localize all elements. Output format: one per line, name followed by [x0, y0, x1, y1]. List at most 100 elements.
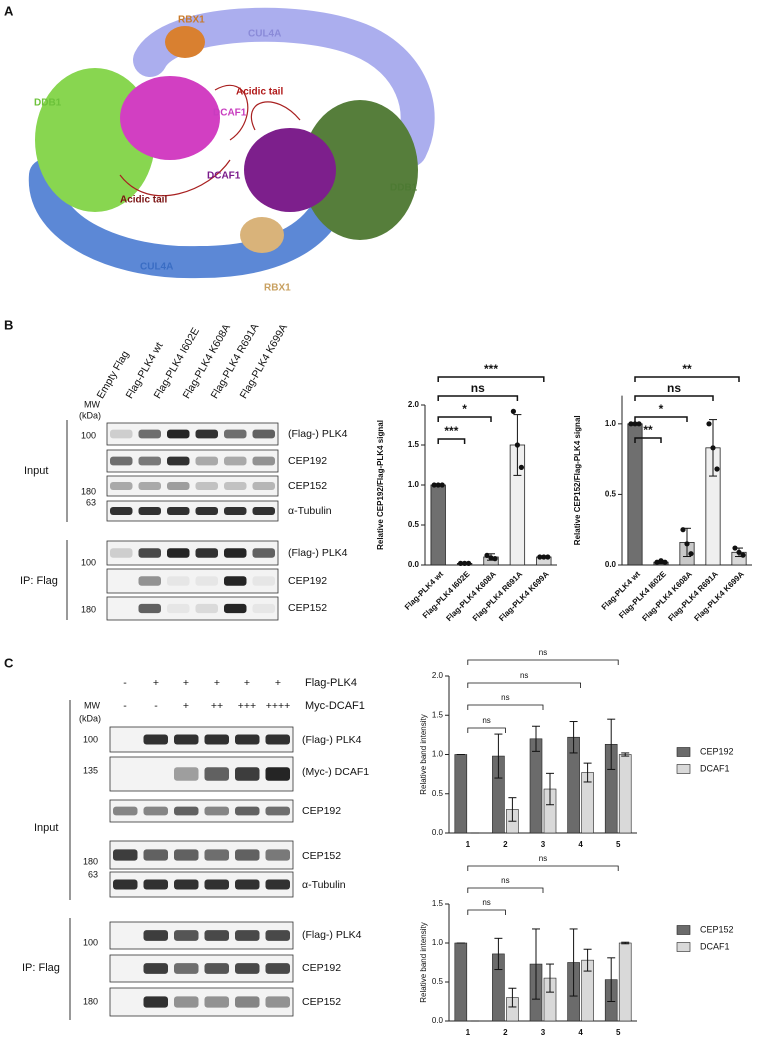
x-tick-label: Flag-PLK4 K699A: [497, 569, 551, 623]
blot-frame: [106, 596, 279, 621]
blot-band: [143, 963, 168, 974]
blot-band: [195, 507, 218, 515]
structure-label: CUL4A: [140, 262, 173, 273]
blot-band: [143, 930, 168, 941]
blot-frame: [109, 921, 294, 950]
significance-label: **: [643, 423, 653, 437]
blot-frame: [109, 840, 294, 870]
x-tick-label: Flag-PLK4 I602E: [421, 569, 472, 620]
data-point: [688, 551, 694, 557]
y-tick-label: 0.5: [605, 490, 617, 499]
legend-swatch: [676, 942, 691, 952]
blot-band: [195, 429, 218, 439]
data-point: [492, 556, 498, 562]
blot-row-label: CEP192: [302, 962, 341, 974]
x-tick-label: 2: [503, 840, 508, 849]
data-point: [466, 560, 472, 567]
blot-band: [138, 429, 161, 439]
blot-band: [235, 930, 260, 941]
mw-marker: 180: [81, 486, 96, 496]
legend-swatch: [676, 747, 691, 757]
data-point: [488, 555, 494, 561]
blot-band: [235, 806, 260, 816]
significance-bracket: [467, 704, 544, 710]
significance-bracket: [634, 416, 688, 422]
structure-label: RBX1: [264, 283, 291, 294]
significance-label: ns: [667, 381, 681, 395]
data-point: [628, 421, 634, 427]
blot-band: [143, 996, 168, 1008]
condition-level: -: [154, 700, 158, 712]
y-tick-label: 1.5: [432, 899, 444, 908]
structure-label: DDB1: [390, 183, 418, 194]
data-point: [732, 545, 738, 551]
structure: [28, 7, 435, 279]
blot-row-label: (Flag-) PLK4: [302, 929, 362, 941]
blot-band: [174, 806, 199, 816]
data-point: [636, 421, 642, 427]
lane-headers: Empty Flag Flag-PLK4 wt Flag-PLK4 I602E …: [95, 322, 290, 401]
blot-band: [204, 963, 229, 974]
blot-band: [143, 806, 168, 816]
significance-label: ns: [482, 716, 490, 725]
x-tick-label: Flag-PLK4 I602E: [617, 569, 668, 620]
y-axis-label: Relative band intensity: [419, 922, 428, 1003]
data-point: [458, 560, 464, 567]
blot-band: [204, 930, 229, 941]
data-point: [510, 408, 516, 414]
panel-label: C: [4, 655, 14, 670]
blot-band: [204, 996, 229, 1008]
blot-band: [265, 767, 290, 781]
blot-band: [167, 548, 190, 558]
blot-frame: [106, 475, 279, 497]
condition-level: +: [153, 677, 159, 689]
data-point: [658, 558, 664, 564]
mw-marker: 180: [83, 996, 98, 1006]
blot-frame: [106, 449, 279, 473]
bar: [430, 484, 446, 566]
data-point: [537, 554, 543, 560]
data-point: [514, 442, 521, 448]
group-label: IP: Flag: [22, 962, 60, 974]
x-tick-label: Flag-PLK4 K699A: [692, 569, 746, 623]
blot-frame: [106, 500, 279, 522]
blot-band: [224, 576, 247, 586]
condition-label: Myc-DCAF1: [305, 700, 365, 712]
blot-frame: [109, 799, 294, 823]
panel-label: A: [4, 3, 14, 18]
bar: [454, 754, 468, 834]
blot-band: [204, 849, 229, 861]
blot-row-label: CEP192: [302, 805, 341, 817]
significance-bracket: [437, 438, 466, 444]
y-tick-label: 0.5: [432, 977, 444, 986]
blot-band: [265, 930, 290, 941]
blot-band: [167, 429, 190, 439]
significance-bracket: [467, 887, 544, 893]
blot-row-label: α-Tubulin: [288, 505, 332, 517]
data-point: [706, 421, 712, 427]
data-point: [431, 482, 437, 488]
mw-marker: 180: [81, 604, 96, 614]
blot-band: [138, 603, 161, 614]
significance-bracket: [634, 437, 662, 443]
panel-label: B: [4, 317, 13, 332]
data-point: [654, 559, 660, 565]
blot-band: [138, 482, 161, 490]
bar: [529, 738, 543, 834]
y-tick-label: 0.0: [432, 828, 444, 837]
significance-label: ns: [539, 648, 547, 657]
structure-label: DCAF1: [213, 108, 247, 119]
blot-band: [252, 576, 275, 586]
blot-row-label: (Flag-) PLK4: [302, 734, 362, 746]
blot-band: [204, 806, 229, 816]
condition-level: +: [183, 700, 189, 712]
blot-row-label: CEP192: [288, 455, 327, 467]
blot-band: [235, 767, 260, 781]
structure-label: DDB1: [34, 98, 62, 109]
data-point: [736, 549, 742, 555]
data-point: [484, 552, 490, 559]
structure-label: RBX1: [178, 15, 205, 26]
blot-row-label: (Myc-) DCAF1: [302, 766, 369, 778]
blot-band: [224, 482, 247, 490]
blot-band: [204, 734, 229, 745]
